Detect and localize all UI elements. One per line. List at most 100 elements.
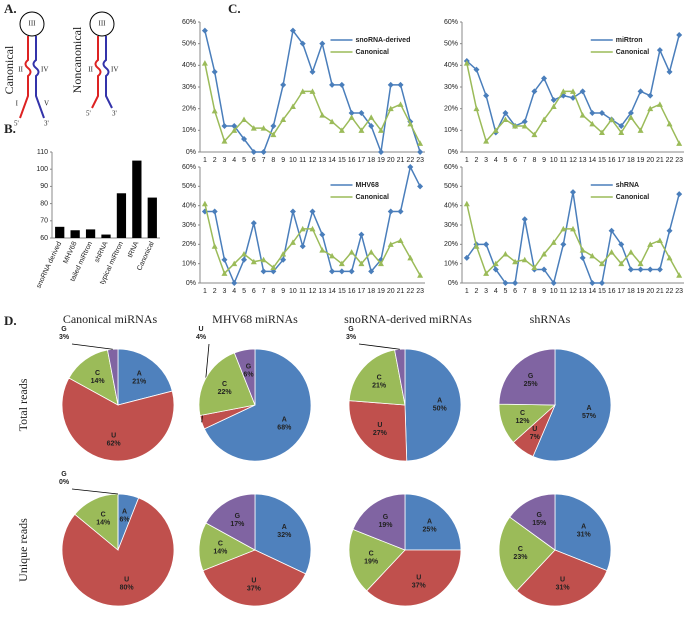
x-tick-label: 10 <box>289 288 297 295</box>
x-tick-label: 19 <box>377 157 385 164</box>
marker <box>329 118 336 125</box>
marker <box>289 208 296 215</box>
marker <box>241 251 248 257</box>
slice-label: A <box>122 509 127 516</box>
marker <box>377 260 384 267</box>
slice-label: C <box>518 546 523 553</box>
slice-value: 31% <box>556 585 571 592</box>
marker <box>502 280 509 286</box>
x-tick-label: 15 <box>598 288 606 295</box>
marker <box>666 227 673 234</box>
x-tick-label: 23 <box>675 288 683 295</box>
marker <box>280 251 287 257</box>
x-tick-label: shRNA <box>94 240 110 263</box>
marker <box>319 231 326 238</box>
x-tick-label: 12 <box>309 288 317 295</box>
x-tick-label: 13 <box>318 157 326 164</box>
marker <box>560 225 567 232</box>
marker <box>676 32 683 38</box>
y-tick-label: 30% <box>182 222 196 229</box>
marker <box>407 164 414 170</box>
marker <box>338 268 345 275</box>
end-label: 3' <box>112 110 117 118</box>
slice-value: 37% <box>412 583 427 590</box>
marker <box>531 264 538 271</box>
y-tick-label: 60% <box>182 19 196 26</box>
legend-label: MHV68 <box>356 182 379 189</box>
marker <box>483 241 490 248</box>
marker <box>550 239 557 245</box>
slice-label: U <box>198 326 203 333</box>
slice-label: U <box>377 422 382 429</box>
marker <box>521 118 528 125</box>
marker <box>387 208 394 215</box>
marker <box>618 241 625 248</box>
series-line <box>466 203 680 276</box>
marker <box>598 110 605 116</box>
slice-value: 25% <box>524 381 539 388</box>
y-tick-label: 30% <box>444 222 458 229</box>
marker <box>368 114 375 120</box>
x-tick-label: 5 <box>503 288 507 295</box>
y-tick-label: 10% <box>444 261 458 268</box>
marker <box>541 266 548 273</box>
bar <box>116 193 127 238</box>
x-tick-label: 22 <box>406 157 414 164</box>
marker <box>260 268 267 275</box>
diagram-title: Noncanonical <box>70 26 84 93</box>
marker <box>221 256 228 263</box>
marker <box>627 114 634 120</box>
marker <box>598 129 605 135</box>
panel-label: D. <box>4 313 17 328</box>
marker <box>637 266 644 273</box>
marker <box>211 243 218 249</box>
marker <box>280 81 287 88</box>
x-tick-label: 20 <box>646 288 654 295</box>
marker <box>231 127 238 133</box>
x-tick-label: 23 <box>416 157 424 164</box>
marker <box>241 136 248 142</box>
marker <box>201 200 208 207</box>
marker <box>309 225 316 232</box>
marker <box>280 116 287 122</box>
slice-value: 21% <box>372 383 387 390</box>
marker <box>521 256 528 263</box>
bar <box>70 230 80 238</box>
slice-label: A <box>586 405 591 412</box>
y-tick-label: 0% <box>448 149 458 156</box>
marker <box>270 131 277 138</box>
slice-value: 19% <box>378 522 393 529</box>
pie-slice <box>254 493 312 575</box>
slice-value: 0% <box>59 479 70 486</box>
slice-label: C <box>222 381 227 388</box>
loop <box>19 11 45 37</box>
pie-slice <box>61 497 175 607</box>
x-tick-label: 1 <box>465 157 469 164</box>
slice-value: 14% <box>91 378 106 385</box>
slice-value: 6% <box>243 372 254 379</box>
marker <box>260 256 267 263</box>
marker <box>541 251 548 257</box>
marker <box>512 123 519 129</box>
end-label: 3' <box>44 120 49 128</box>
marker <box>397 237 404 243</box>
marker <box>560 241 567 248</box>
legend-label: Canonical <box>356 49 390 56</box>
marker <box>598 260 605 267</box>
x-tick-label: 6 <box>252 288 256 295</box>
x-tick-label: 4 <box>232 288 236 295</box>
marker <box>647 92 654 99</box>
pie-slice <box>516 549 608 607</box>
marker <box>531 131 538 138</box>
noncanonical-hairpin <box>89 11 115 109</box>
marker <box>377 149 384 155</box>
stem-label: V <box>44 100 49 108</box>
marker <box>502 116 509 122</box>
column-title: MHV68 miRNAs <box>212 312 298 326</box>
marker <box>377 127 384 133</box>
slice-label: A <box>282 524 287 531</box>
marker <box>560 88 567 94</box>
x-tick-label: 19 <box>377 288 385 295</box>
marker <box>618 129 625 135</box>
marker <box>417 140 424 146</box>
